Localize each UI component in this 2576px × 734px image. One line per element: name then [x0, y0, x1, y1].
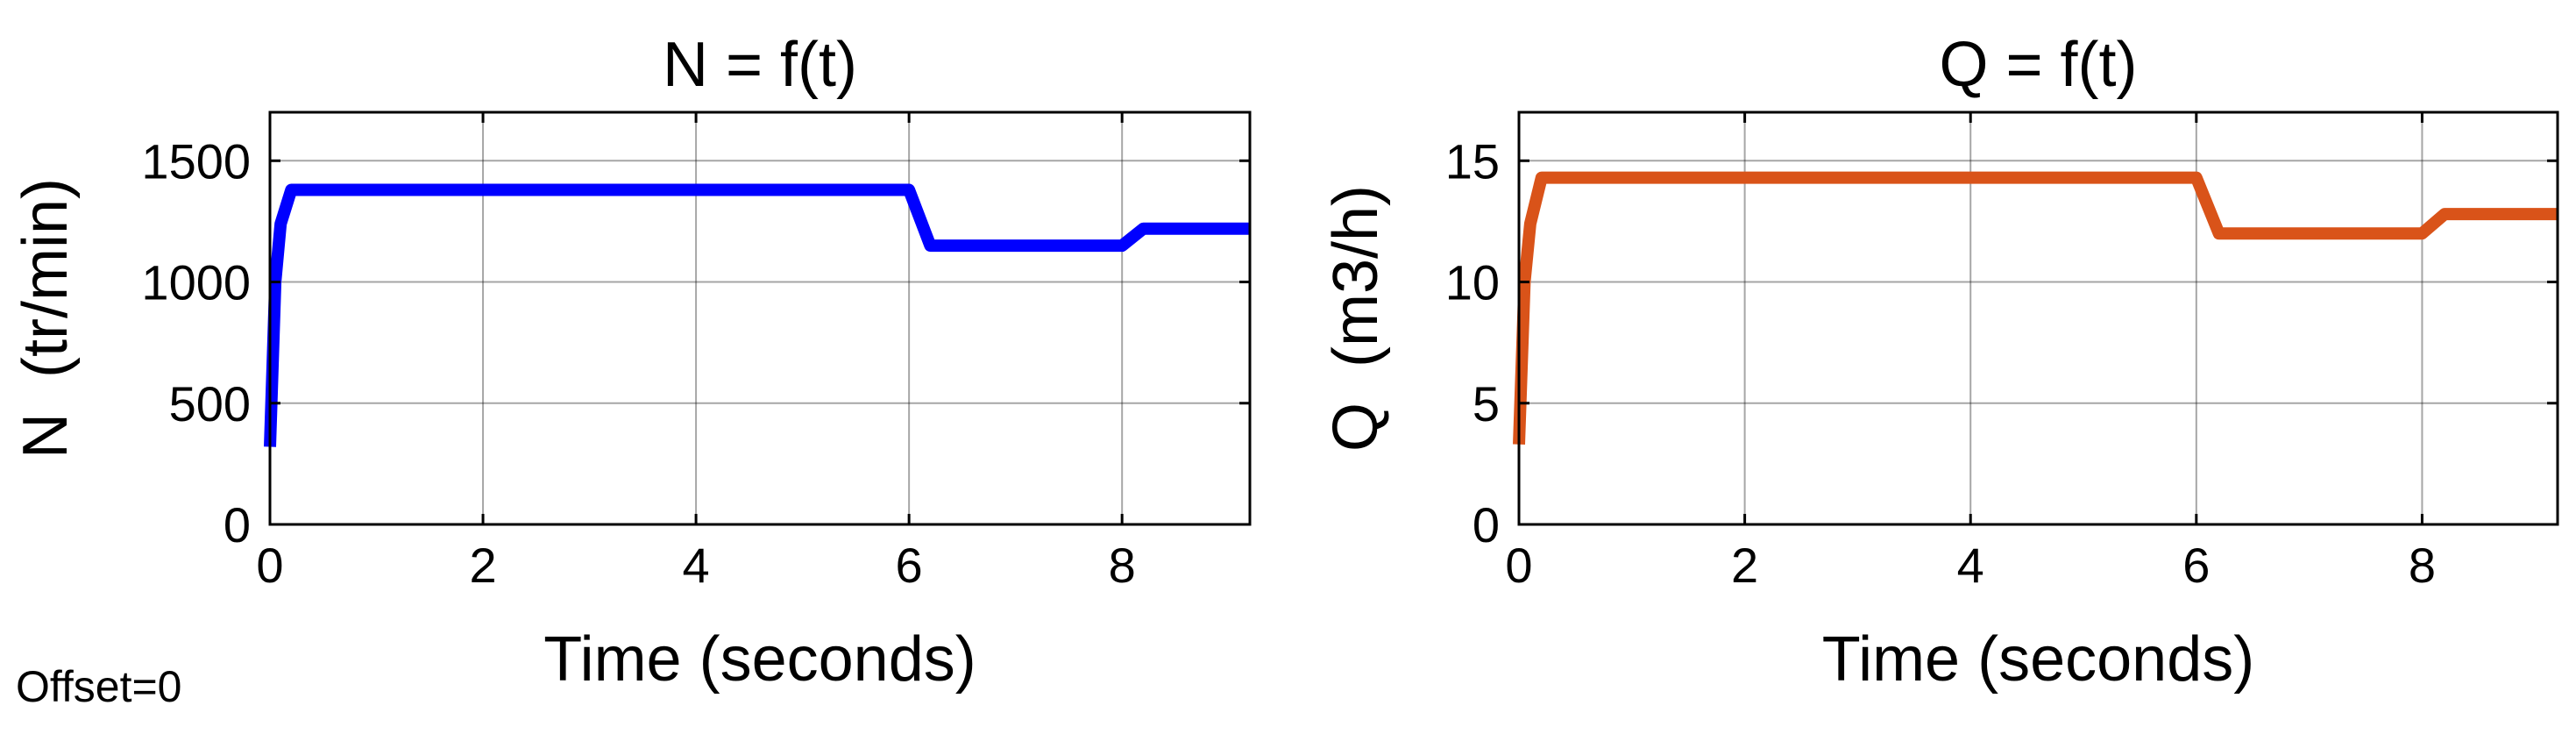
n-x-tick-label: 0: [256, 538, 283, 593]
chart-q-vs-time: 0 2 4 6 8 0 5 10 15 Q = f(t) Time (seconds) Q (m3/h…: [1321, 30, 2559, 695]
n-x-axis-label: Time (seconds): [543, 624, 976, 695]
q-chart-title: Q = f(t): [1939, 30, 2137, 100]
q-y-axis-label: Q (m3/h): [1321, 185, 1391, 452]
n-y-tick-label: 0: [224, 497, 251, 552]
n-x-tick-label: 4: [683, 538, 710, 593]
n-y-tick-label: 500: [169, 376, 251, 431]
n-y-axis-label: N (tr/min): [11, 178, 81, 459]
q-x-tick-label: 8: [2409, 538, 2436, 593]
q-y-tick-label: 5: [1473, 376, 1500, 431]
n-y-tick-label: 1000: [141, 255, 251, 310]
q-y-tick-label: 10: [1445, 255, 1500, 310]
n-chart-title: N = f(t): [663, 30, 857, 100]
q-x-axis-label: Time (seconds): [1822, 624, 2254, 695]
q-x-tick-label: 6: [2182, 538, 2210, 593]
n-plot-area: [270, 112, 1250, 524]
n-x-tick-label: 8: [1109, 538, 1136, 593]
n-series-line: [264, 183, 1250, 447]
n-x-tick-label: 2: [469, 538, 496, 593]
n-axes-frame: [268, 110, 1252, 526]
q-y-tick-label: 15: [1445, 133, 1500, 189]
q-x-tick-label: 4: [1957, 538, 1984, 593]
q-x-tick-label: 0: [1505, 538, 1532, 593]
q-y-tick-label: 0: [1473, 497, 1500, 552]
n-x-tick-label: 6: [896, 538, 923, 593]
n-y-tick-label: 1500: [141, 133, 251, 189]
q-axes-frame: [1517, 110, 2559, 526]
q-series-line: [1513, 171, 2558, 445]
offset-footnote: Offset=0: [16, 662, 181, 711]
chart-n-vs-time: 0 2 4 6 8 0 500 1000 1500 N = f(t) Time (seconds) N…: [11, 30, 1252, 695]
q-x-tick-label: 2: [1731, 538, 1758, 593]
